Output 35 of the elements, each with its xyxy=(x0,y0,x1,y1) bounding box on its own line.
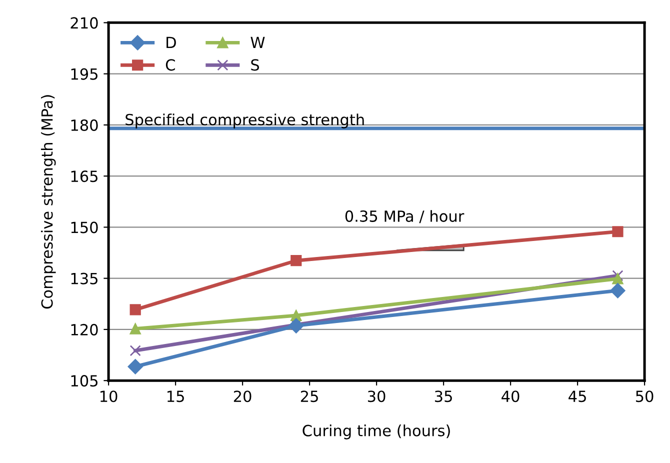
legend-label: C xyxy=(166,59,175,71)
y-tick-label: 195 xyxy=(71,68,98,80)
x-tick-label: 20 xyxy=(234,390,252,402)
y-tick-label: 120 xyxy=(71,324,98,336)
legend-label: S xyxy=(251,59,260,71)
ref-line-label: Specified compressive strength xyxy=(126,114,364,128)
y-tick-label: 135 xyxy=(71,272,98,284)
annotation: 0.35 MPa / hour xyxy=(345,210,464,224)
point xyxy=(612,270,624,282)
legend-label: D xyxy=(166,36,176,48)
point xyxy=(610,283,626,298)
point xyxy=(130,304,141,316)
y-tick-label: 105 xyxy=(71,375,98,387)
y-tick-label: 165 xyxy=(71,170,98,182)
x-axis-title: Curing time (hours) xyxy=(302,424,450,440)
point xyxy=(128,359,143,374)
point xyxy=(130,345,141,356)
point xyxy=(288,318,304,334)
x-tick-label: 50 xyxy=(636,390,654,402)
x-tick-label: 10 xyxy=(100,390,118,402)
point xyxy=(612,273,624,284)
point xyxy=(612,226,624,238)
x-tick-label: 40 xyxy=(502,390,520,402)
point xyxy=(130,323,141,334)
x-tick-label: 35 xyxy=(434,390,452,402)
x-tick-label: 45 xyxy=(568,390,586,402)
y-axis-title: Compressive strength (MPa) xyxy=(40,95,56,309)
x-tick-label: 30 xyxy=(368,390,386,402)
y-tick-label: 210 xyxy=(70,17,98,29)
y-tick-label: 150 xyxy=(71,222,98,234)
y-tick-label: 180 xyxy=(71,119,98,131)
point xyxy=(290,255,302,266)
legend-label: W xyxy=(250,36,265,48)
x-tick-label: 15 xyxy=(168,390,184,402)
x-tick-label: 25 xyxy=(300,390,318,402)
